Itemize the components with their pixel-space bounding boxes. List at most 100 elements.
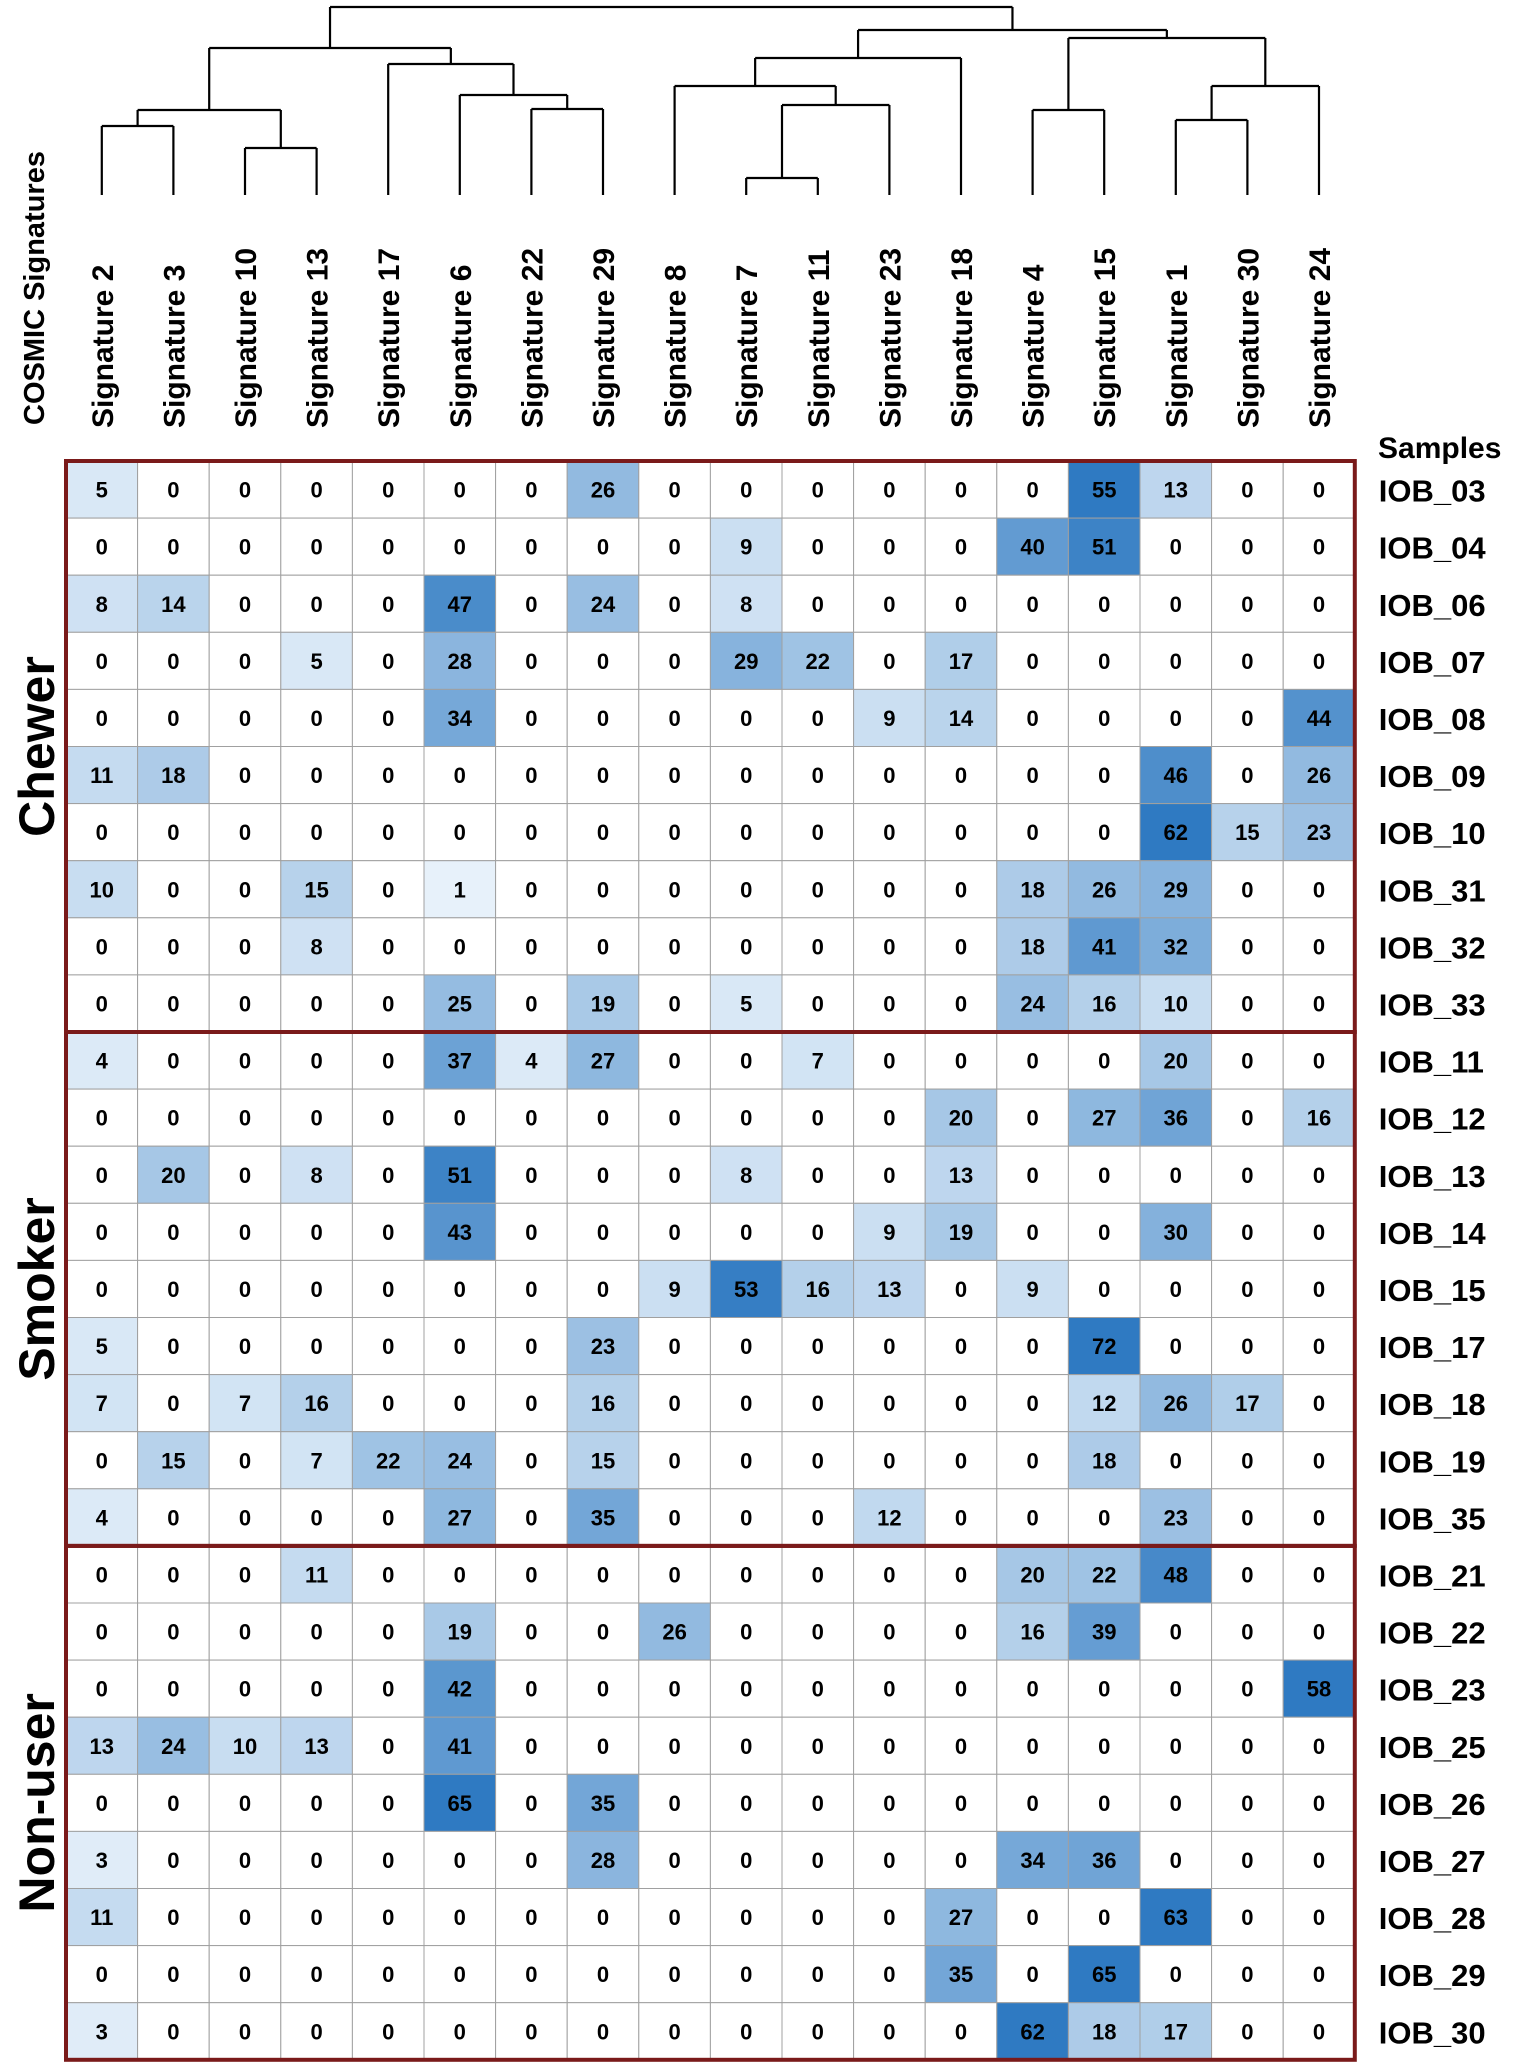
heatmap-cell (638, 631, 711, 690)
cell-value: 0 (525, 1505, 537, 1530)
cell-value: 0 (167, 1848, 179, 1873)
column-label: Signature 10 (230, 248, 263, 428)
heatmap-cell (495, 1773, 568, 1832)
heatmap-cell (1067, 917, 1141, 976)
cell-value: 0 (382, 535, 394, 560)
cell-value: 0 (883, 1734, 895, 1759)
cell-value: 0 (1026, 1049, 1038, 1074)
cell-value: 0 (1098, 1220, 1110, 1245)
heatmap-cell (1211, 1374, 1284, 1433)
cell-value: 27 (1092, 1106, 1116, 1131)
cell-value: 13 (949, 1163, 973, 1188)
cell-value: 0 (1313, 1505, 1325, 1530)
heatmap-cell (65, 688, 139, 748)
cell-value: 0 (454, 1277, 466, 1302)
cell-value: 0 (1170, 535, 1182, 560)
heatmap-cell (65, 1716, 139, 1775)
cell-value: 37 (448, 1049, 472, 1074)
cell-value: 0 (1313, 934, 1325, 959)
cell-value: 0 (1313, 592, 1325, 617)
cell-value: 62 (1020, 2019, 1044, 2044)
cell-value: 18 (1092, 1448, 1116, 1473)
cell-value: 0 (96, 1448, 108, 1473)
heatmap-cell (566, 1888, 640, 1947)
cell-value: 9 (668, 1277, 680, 1302)
cell-value: 0 (740, 478, 752, 503)
cell-value: 0 (597, 649, 609, 674)
cell-value: 0 (668, 649, 680, 674)
heatmap-cell (709, 917, 783, 976)
column-label: Signature 13 (302, 248, 335, 428)
heatmap-cell (1139, 1145, 1213, 1204)
cell-value: 0 (812, 1677, 824, 1702)
heatmap-cell (1211, 1145, 1284, 1204)
heatmap-cell (996, 974, 1069, 1033)
cell-value: 0 (239, 1905, 251, 1930)
cell-value: 0 (883, 1391, 895, 1416)
heatmap-cell (65, 1659, 139, 1718)
heatmap-cells: 5 0 0 0 0 0 0 26 0 0 0 0 0 0 55 13 0 00 0 0 0 0 0 0 0 0 9 0 0 0 40 51 0 0… (65, 460, 1356, 2061)
heatmap-cell (1067, 860, 1141, 919)
heatmap-cell (709, 860, 783, 919)
column-label: Signature 6 (445, 265, 478, 428)
heatmap-cell (924, 1888, 998, 1947)
heatmap-cell (1211, 746, 1284, 805)
cell-value: 0 (740, 1620, 752, 1645)
cell-value: 0 (1241, 478, 1253, 503)
cell-value: 0 (1313, 1448, 1325, 1473)
heatmap-cell (781, 860, 855, 919)
cell-value: 0 (740, 2019, 752, 2044)
heatmap-cell (495, 460, 568, 519)
heatmap-cell (423, 1374, 497, 1433)
cell-value: 0 (955, 1334, 967, 1359)
heatmap-cell (638, 1317, 711, 1376)
cell-value: 23 (1164, 1505, 1188, 1530)
cell-value: 0 (668, 535, 680, 560)
cell-value: 0 (310, 706, 322, 731)
cell-value: 0 (525, 1905, 537, 1930)
cell-value: 3 (96, 1848, 108, 1873)
heatmap-cell (351, 631, 425, 690)
cell-value: 0 (310, 1962, 322, 1987)
heatmap-cell (1067, 1945, 1141, 2004)
cell-value: 0 (239, 1163, 251, 1188)
heatmap-cell (1139, 1431, 1213, 1490)
cell-value: 0 (525, 877, 537, 902)
heatmap-cell (351, 974, 425, 1033)
heatmap-cell (1211, 1031, 1284, 1090)
heatmap-cell (1211, 1945, 1284, 2004)
cell-value: 0 (1170, 1848, 1182, 1873)
heatmap-cell (280, 917, 353, 976)
heatmap-cell (996, 574, 1069, 633)
heatmap-cell (65, 803, 139, 862)
cell-value: 0 (310, 535, 322, 560)
heatmap-cell (1139, 1830, 1213, 1890)
cell-value: 0 (310, 1620, 322, 1645)
heatmap-cell (423, 1259, 497, 1319)
cell-value: 0 (1313, 1391, 1325, 1416)
heatmap-cell (996, 1888, 1069, 1947)
cell-value: 0 (525, 1391, 537, 1416)
heatmap-cell (566, 1431, 640, 1490)
cell-value: 0 (1098, 763, 1110, 788)
cell-value: 0 (1026, 1505, 1038, 1530)
cell-value: 0 (525, 478, 537, 503)
cell-value: 58 (1307, 1677, 1331, 1702)
heatmap-cell (1282, 688, 1356, 748)
cell-value: 0 (668, 934, 680, 959)
cell-value: 0 (812, 1791, 824, 1816)
cell-value: 0 (740, 1734, 752, 1759)
cell-value: 0 (1241, 1163, 1253, 1188)
heatmap-cell (638, 1488, 711, 1547)
cell-value: 0 (668, 1562, 680, 1587)
heatmap-cell (208, 1259, 282, 1319)
cell-value: 0 (1241, 1334, 1253, 1359)
heatmap-cell (638, 460, 711, 519)
cell-value: 0 (382, 1677, 394, 1702)
cell-value: 10 (90, 877, 114, 902)
heatmap-cell (1067, 1488, 1141, 1547)
cell-value: 0 (1026, 1962, 1038, 1987)
heatmap-cell (996, 1545, 1069, 1604)
sample-label: IOB_22 (1379, 1616, 1486, 1651)
cell-value: 0 (597, 1677, 609, 1702)
